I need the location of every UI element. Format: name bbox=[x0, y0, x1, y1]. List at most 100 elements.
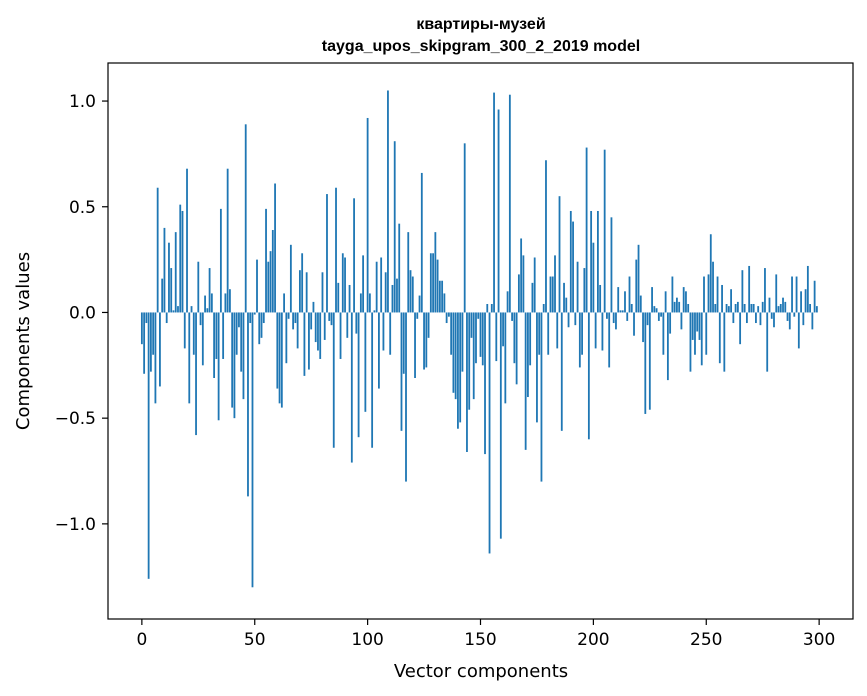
bar-221 bbox=[639, 295, 642, 313]
bar-189 bbox=[567, 312, 570, 328]
bar-259 bbox=[725, 304, 728, 313]
y-tick-label: 0.0 bbox=[69, 303, 96, 323]
bar-146 bbox=[470, 312, 473, 338]
bar-213 bbox=[621, 310, 624, 313]
bar-144 bbox=[466, 312, 468, 452]
bar-143 bbox=[463, 143, 466, 313]
bar-171 bbox=[527, 312, 529, 398]
bar-36 bbox=[222, 312, 225, 359]
bar-275 bbox=[761, 301, 764, 313]
bar-200 bbox=[592, 242, 595, 313]
bar-102 bbox=[371, 312, 374, 448]
bar-252 bbox=[709, 234, 712, 313]
bar-108 bbox=[384, 272, 387, 313]
bar-74 bbox=[308, 312, 310, 370]
bar-33 bbox=[215, 312, 218, 359]
x-axis-ticks: 0 50 100 150 200 250 300 bbox=[136, 619, 835, 650]
bar-295 bbox=[806, 265, 809, 313]
bar-49 bbox=[251, 312, 254, 588]
bar-256 bbox=[718, 312, 721, 364]
bar-140 bbox=[457, 312, 459, 429]
bar-194 bbox=[578, 312, 581, 368]
bar-22 bbox=[190, 306, 193, 313]
bar-289 bbox=[793, 312, 796, 317]
bar-266 bbox=[741, 270, 744, 313]
bar-163 bbox=[508, 94, 511, 313]
chart-subtitle: tayga_upos_skipgram_300_2_2019 model bbox=[322, 38, 640, 55]
bar-11 bbox=[165, 312, 168, 324]
bar-5 bbox=[152, 312, 155, 355]
bar-112 bbox=[393, 141, 396, 313]
x-tick-label: 100 bbox=[351, 630, 383, 650]
bar-77 bbox=[314, 312, 317, 343]
bar-124 bbox=[420, 172, 423, 313]
bar-121 bbox=[414, 312, 416, 378]
bar-64 bbox=[285, 312, 288, 364]
bar-228 bbox=[655, 308, 658, 313]
bar-142 bbox=[461, 312, 464, 372]
bar-47 bbox=[247, 312, 249, 497]
bar-1 bbox=[143, 312, 146, 374]
x-axis-label: Vector components bbox=[394, 661, 568, 682]
bar-293 bbox=[802, 312, 805, 326]
bar-253 bbox=[712, 261, 714, 313]
bar-273 bbox=[757, 306, 760, 313]
bar-267 bbox=[743, 304, 746, 313]
bar-155 bbox=[490, 304, 493, 313]
bar-50 bbox=[253, 312, 256, 315]
bar-18 bbox=[181, 210, 184, 313]
bar-132 bbox=[438, 280, 441, 313]
bar-175 bbox=[536, 312, 538, 423]
bar-17 bbox=[179, 204, 182, 313]
bar-238 bbox=[678, 301, 681, 313]
bar-107 bbox=[382, 312, 385, 351]
bar-203 bbox=[599, 284, 602, 313]
bar-264 bbox=[736, 301, 739, 313]
bar-138 bbox=[452, 312, 455, 393]
chart-title: квартиры-музей bbox=[416, 16, 545, 33]
bar-159 bbox=[499, 312, 502, 539]
bar-43 bbox=[238, 312, 240, 328]
x-tick-label: 250 bbox=[690, 630, 722, 650]
bar-86 bbox=[335, 187, 337, 313]
x-tick-label: 300 bbox=[803, 630, 835, 650]
bar-241 bbox=[685, 291, 687, 313]
bar-212 bbox=[619, 310, 622, 313]
y-axis-ticks: −1.0 −0.5 0.0 0.5 1.0 bbox=[55, 92, 108, 535]
bar-40 bbox=[231, 312, 234, 408]
bar-114 bbox=[398, 223, 401, 313]
bar-249 bbox=[703, 276, 705, 313]
bar-247 bbox=[698, 312, 701, 340]
bar-67 bbox=[292, 312, 295, 330]
bar-209 bbox=[612, 312, 615, 324]
x-tick-label: 0 bbox=[136, 630, 147, 650]
bar-281 bbox=[775, 274, 778, 313]
bar-286 bbox=[786, 312, 789, 321]
x-tick-label: 150 bbox=[464, 630, 496, 650]
bar-261 bbox=[730, 289, 732, 313]
bar-210 bbox=[615, 312, 617, 330]
bar-83 bbox=[328, 312, 331, 321]
bar-216 bbox=[628, 276, 631, 313]
bar-283 bbox=[779, 304, 782, 313]
bar-225 bbox=[648, 312, 651, 410]
bar-277 bbox=[766, 312, 769, 372]
bar-21 bbox=[188, 312, 191, 404]
y-axis-label: Components values bbox=[13, 252, 34, 430]
bar-193 bbox=[576, 261, 579, 313]
bar-274 bbox=[759, 312, 762, 326]
bar-166 bbox=[515, 312, 518, 385]
bar-7 bbox=[156, 187, 159, 313]
bar-260 bbox=[727, 306, 730, 313]
bar-158 bbox=[497, 109, 500, 313]
bar-131 bbox=[436, 259, 439, 313]
bar-41 bbox=[233, 312, 236, 419]
bar-6 bbox=[154, 312, 157, 404]
bar-42 bbox=[235, 312, 238, 355]
bar-106 bbox=[380, 257, 383, 313]
bar-268 bbox=[745, 312, 748, 324]
bar-258 bbox=[723, 312, 726, 372]
bar-255 bbox=[716, 276, 719, 313]
bar-91 bbox=[346, 312, 349, 338]
bar-164 bbox=[511, 312, 514, 321]
